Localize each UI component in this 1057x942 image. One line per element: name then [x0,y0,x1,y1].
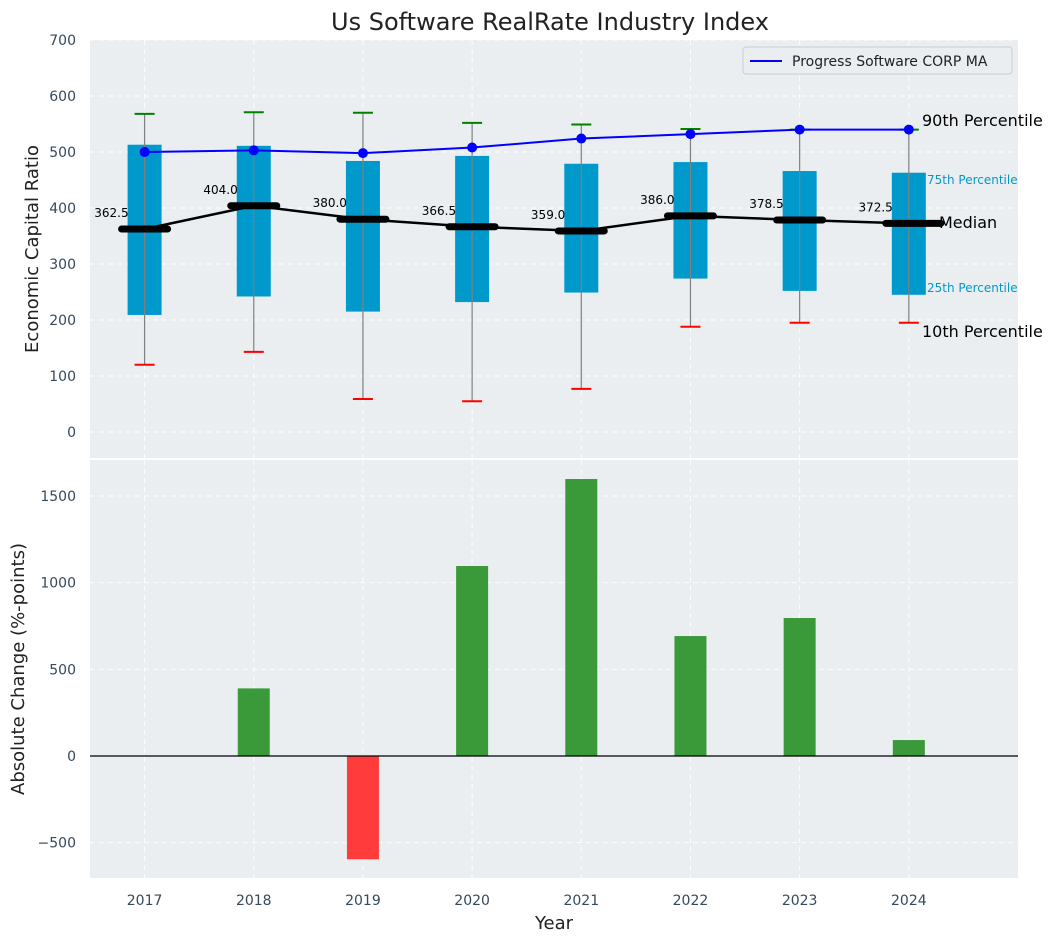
positive-change-bar [456,566,489,756]
annotation-90th-percentile: 90th Percentile [922,111,1043,130]
bottom-y-tick-label: 500 [49,662,76,678]
positive-change-bar [565,479,598,756]
company-ma-point [903,124,914,135]
top-y-axis-title: Economic Capital Ratio [22,145,43,353]
positive-change-bar [892,740,925,756]
x-tick-label: 2024 [891,893,927,909]
median-value-label: 380.0 [313,196,347,210]
x-tick-label: 2018 [236,893,272,909]
annotation-median: Median [939,213,997,232]
company-ma-point [467,142,478,153]
median-value-label: 366.5 [422,204,456,218]
company-ma-point [139,147,150,157]
bottom-y-axis-title: Absolute Change (%-points) [8,543,29,795]
median-value-label: 362.5 [94,206,128,220]
median-value-label: 359.0 [531,208,565,222]
bottom-marks [90,479,1018,860]
median-value-label: 386.0 [640,193,674,207]
x-tick-label: 2023 [782,893,818,909]
positive-change-bar [674,636,707,756]
bottom-y-tick-label: −500 [38,836,76,852]
x-tick-label: 2022 [673,893,709,909]
positive-change-bar [783,618,816,756]
top-y-tick-label: 600 [49,89,76,105]
company-ma-point [685,129,696,140]
top-y-tick-label: 500 [49,145,76,161]
top-y-tick-label: 100 [49,369,76,385]
company-ma-point [794,124,805,135]
chart-title: Us Software RealRate Industry Index [331,8,769,36]
negative-change-bar [346,756,379,860]
positive-change-bar [237,688,270,756]
bottom-y-tick-label: 1500 [40,489,76,505]
bottom-y-tick-label: 0 [67,749,76,765]
annotation-75th-percentile: 75th Percentile [927,173,1018,187]
company-ma-point [357,148,368,159]
top-y-tick-label: 200 [49,313,76,329]
x-axis-title: Year [534,913,574,934]
top-y-tick-label: 700 [49,33,76,49]
top-y-tick-label: 0 [67,425,76,441]
legend-box [742,46,1013,75]
median-value-label: 378.5 [749,197,783,211]
median-value-label: 372.5 [858,200,892,214]
legend: Progress Software CORP MA [742,46,1013,75]
legend-entry-label: Progress Software CORP MA [792,54,988,70]
x-tick-label: 2017 [127,893,163,909]
top-y-tick-label: 300 [49,257,76,273]
top-y-tick-label: 400 [49,201,76,217]
x-tick-label: 2021 [563,893,599,909]
company-ma-line [144,128,909,155]
bottom-y-ticks: −500 0 500 1000 1500 [38,489,76,852]
company-ma-point [576,133,587,144]
x-tick-label: 2020 [454,893,490,909]
bottom-y-tick-label: 1000 [40,576,76,592]
annotation-10th-percentile: 10th Percentile [922,322,1043,341]
top-marks: 362.5 404.0 380.0 366.5 359.0 386.0 378.5 372.5 [94,111,945,403]
median-value-label: 404.0 [203,183,237,197]
annotation-25th-percentile: 25th Percentile [927,281,1018,295]
bottom-panel: −500 0 500 1000 1500 2017 2018 2019 2020 2021 202… [8,460,1018,934]
x-tick-label: 2019 [345,893,381,909]
top-y-ticks: 0 100 200 300 400 500 600 700 [49,33,76,441]
company-ma-point [248,145,259,156]
top-plot-background [90,40,1018,458]
x-ticks: 2017 2018 2019 2020 2021 2022 2023 2024 [127,893,927,909]
